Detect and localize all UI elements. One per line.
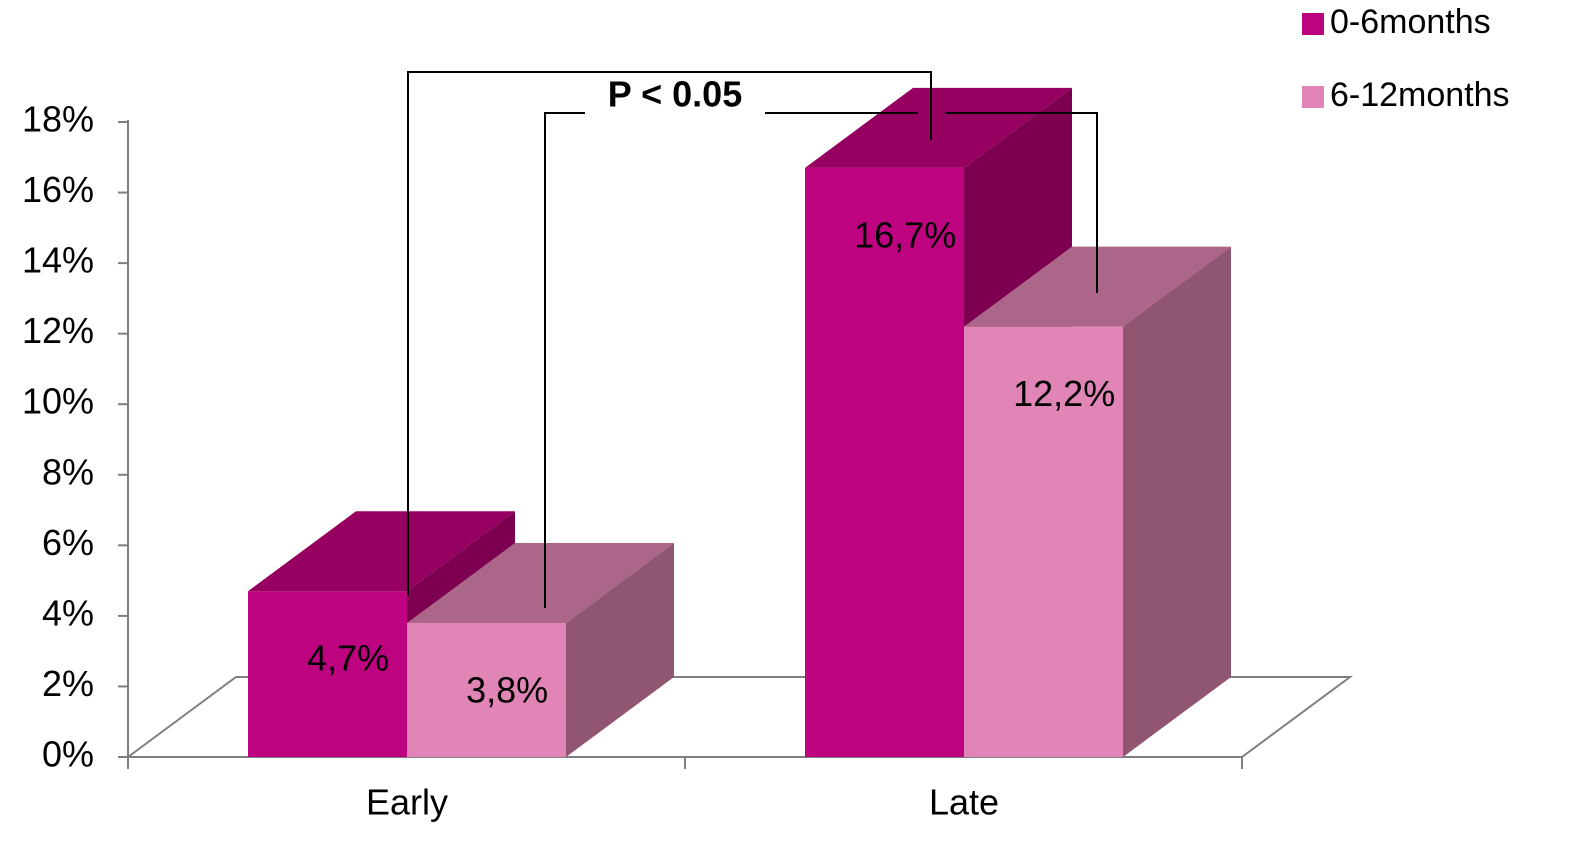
value-label: 4,7% bbox=[307, 638, 389, 679]
bar bbox=[407, 622, 566, 757]
y-tick-label: 0% bbox=[42, 734, 94, 775]
annotation: P < 0.05 bbox=[608, 74, 742, 115]
value-label: 16,7% bbox=[854, 214, 956, 255]
significance-bracket: P < 0.05 bbox=[407, 71, 1098, 608]
y-tick-label: 2% bbox=[42, 663, 94, 704]
y-tick-label: 12% bbox=[22, 310, 94, 351]
bar-top bbox=[805, 87, 1072, 168]
value-label: 12,2% bbox=[1013, 373, 1115, 414]
y-tick-label: 16% bbox=[22, 169, 94, 210]
legend-swatch bbox=[1302, 13, 1324, 35]
legend-swatch bbox=[1302, 86, 1324, 108]
y-tick-label: 8% bbox=[42, 451, 94, 492]
y-tick-label: 4% bbox=[42, 592, 94, 633]
bar-top bbox=[407, 542, 674, 623]
bar bbox=[964, 326, 1123, 757]
bar-top bbox=[248, 511, 515, 592]
bar-side bbox=[566, 542, 674, 757]
x-tick-label: Late bbox=[929, 782, 999, 823]
y-tick-label: 18% bbox=[22, 99, 94, 140]
legend-label: 0-6months bbox=[1330, 3, 1491, 41]
x-tick-label: Early bbox=[366, 782, 448, 823]
bars: 4,7% 3,8% 16,7% 12,2% bbox=[248, 87, 1231, 758]
bar bbox=[248, 591, 407, 757]
bar-side bbox=[1123, 246, 1231, 757]
y-tick-label: 6% bbox=[42, 522, 94, 563]
legend-label: 6-12months bbox=[1330, 76, 1510, 114]
y-tick-label: 10% bbox=[22, 381, 94, 422]
bar bbox=[805, 167, 964, 758]
value-label: 3,8% bbox=[466, 669, 548, 710]
y-tick-label: 14% bbox=[22, 240, 94, 281]
